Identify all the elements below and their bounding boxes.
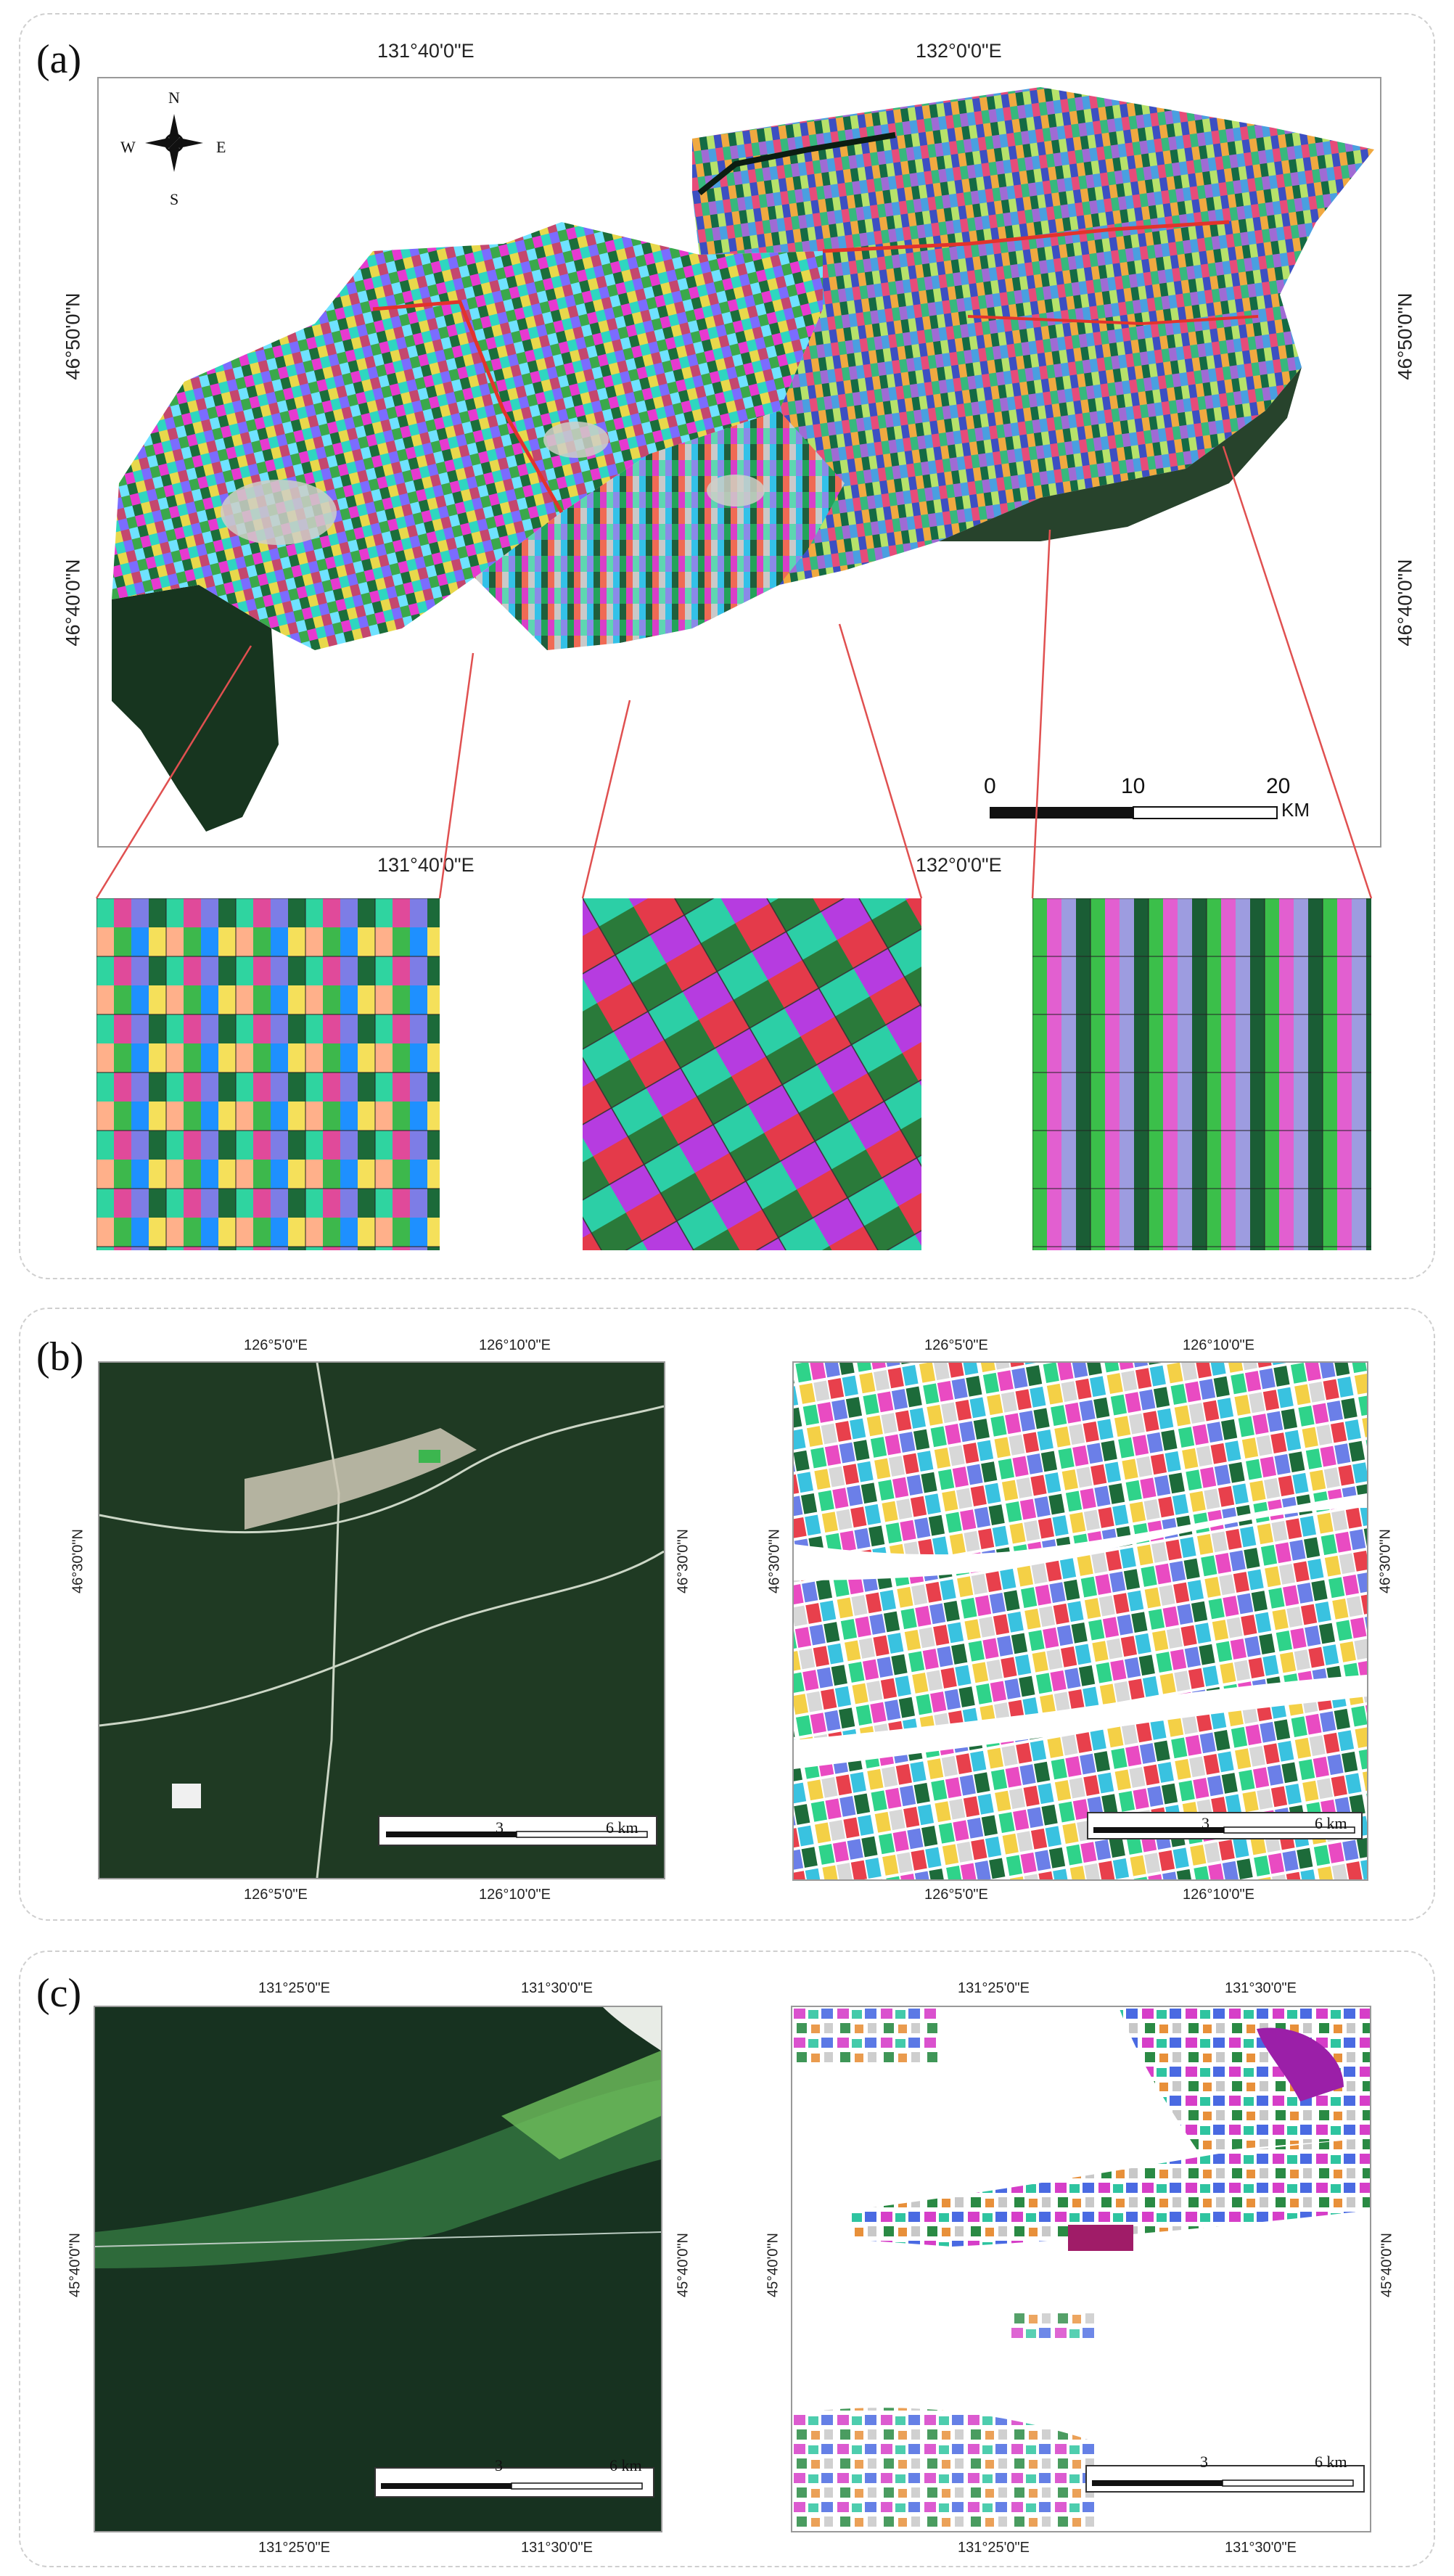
- panel-b-label: (b): [36, 1334, 83, 1380]
- zoom-inset-2: [583, 898, 921, 1250]
- c-right-bottom-coord-2: 131°30'0"E: [1225, 2540, 1297, 2556]
- b-right-bottom-coord-2: 126°10'0"E: [1183, 1887, 1254, 1903]
- zoom-inset-1: [96, 898, 440, 1250]
- b-left-top-coord-1: 126°5'0"E: [244, 1337, 308, 1354]
- c-left-bottom-coord-1: 131°25'0"E: [258, 2540, 330, 2556]
- b-left-map-frame: [98, 1361, 665, 1879]
- b-right-scale-mid: 3: [1202, 1814, 1209, 1833]
- zoom-inset-3: [1032, 898, 1371, 1250]
- c-left-top-coord-1: 131°25'0"E: [258, 1980, 330, 1997]
- c-left-scale-end: 6 km: [609, 2456, 642, 2475]
- c-right-top-coord-2: 131°30'0"E: [1225, 1980, 1297, 1997]
- panel-c-label: (c): [36, 1970, 81, 2017]
- b-left-scale-mid: 3: [496, 1818, 504, 1837]
- c-left-scale-mid: 3: [495, 2456, 503, 2475]
- b-right-scale-end: 6 km: [1315, 1814, 1347, 1833]
- b-left-scale-end: 6 km: [606, 1818, 638, 1837]
- b-right-top-coord-1: 126°5'0"E: [924, 1337, 988, 1354]
- c-right-left-coord: 45°40'0"N: [765, 2222, 782, 2309]
- c-left-map-frame: [94, 2006, 662, 2532]
- b-left-bottom-coord-2: 126°10'0"E: [479, 1887, 551, 1903]
- c-right-right-coord: 45°40'0"N: [1379, 2222, 1396, 2309]
- b-right-bottom-coord-1: 126°5'0"E: [924, 1887, 988, 1903]
- c-right-scale-mid: 3: [1200, 2453, 1208, 2472]
- c-left-left-coord: 45°40'0"N: [67, 2222, 84, 2309]
- b-right-top-coord-2: 126°10'0"E: [1183, 1337, 1254, 1354]
- b-right-right-coord: 46°30'0"N: [1378, 1518, 1395, 1605]
- b-left-bottom-coord-1: 126°5'0"E: [244, 1887, 308, 1903]
- c-left-bottom-coord-2: 131°30'0"E: [521, 2540, 593, 2556]
- b-right-map-frame: [792, 1361, 1368, 1881]
- b-left-top-coord-2: 126°10'0"E: [479, 1337, 551, 1354]
- c-left-top-coord-2: 131°30'0"E: [521, 1980, 593, 1997]
- c-left-right-coord: 45°40'0"N: [675, 2222, 692, 2309]
- b-left-left-coord: 46°30'0"N: [70, 1518, 87, 1605]
- c-right-top-coord-1: 131°25'0"E: [958, 1980, 1030, 1997]
- b-left-right-coord: 46°30'0"N: [675, 1518, 692, 1605]
- c-right-scale-end: 6 km: [1315, 2453, 1347, 2472]
- c-right-map-frame: [791, 2006, 1371, 2532]
- b-right-left-coord: 46°30'0"N: [767, 1518, 784, 1605]
- c-right-bottom-coord-1: 131°25'0"E: [958, 2540, 1030, 2556]
